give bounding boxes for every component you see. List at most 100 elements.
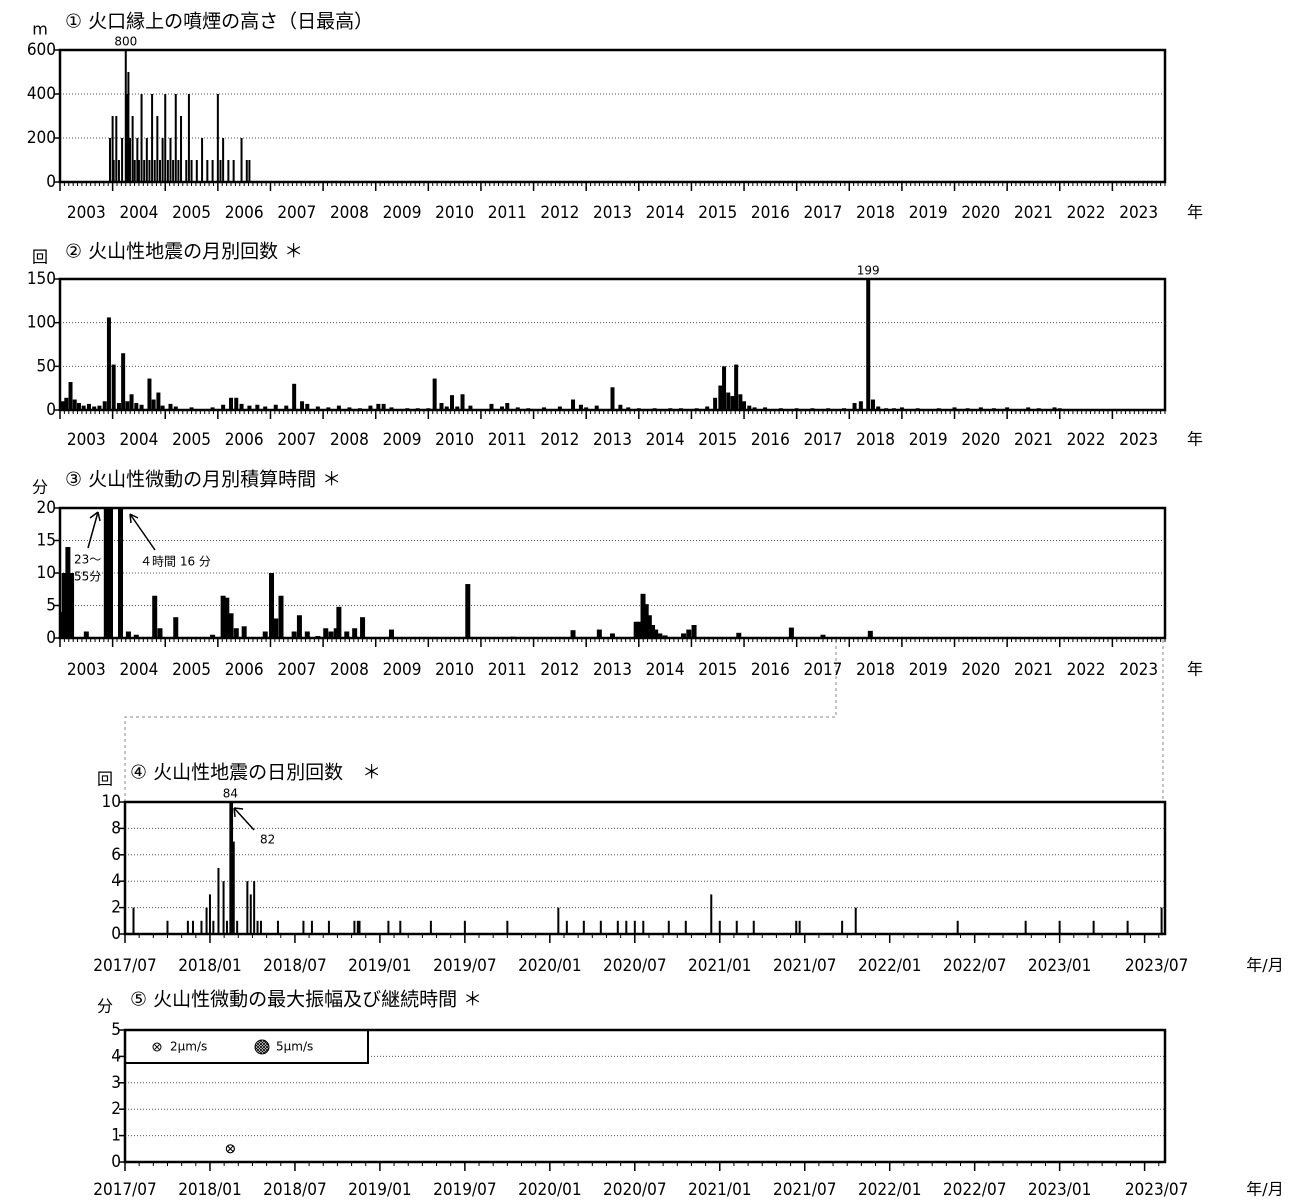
bar [718,385,723,410]
x-tick-label: 2017/07 [93,1180,157,1200]
y-tick-label: 10 [37,563,56,583]
plot-area [60,508,873,638]
bar [360,617,366,638]
x-tick-label: 2011 [488,430,527,450]
bar [227,160,230,182]
bar [124,50,127,182]
bar [798,920,801,934]
bar [455,406,460,410]
x-tick-label: 2020/07 [603,1180,667,1200]
bar [200,920,203,934]
x-tick-label: 2004 [119,660,158,680]
y-tick-label: 15 [37,531,56,551]
bar [429,920,432,934]
bar [239,403,244,410]
y-tick-label: 1 [111,1126,121,1146]
x-tick-label: 2010 [435,430,474,450]
y-axis-label: 回 [32,248,48,267]
bar [506,920,509,934]
bar [156,392,161,410]
bar [111,364,116,410]
bar [161,138,164,182]
bar [129,394,134,410]
bar [795,920,798,934]
x-tick-label: 2020/07 [603,956,667,976]
x-tick-label: 2013 [593,660,632,680]
bar [1058,920,1061,934]
bar [681,633,687,638]
x-tick-label: 2022/01 [858,1180,922,1200]
bar [221,404,226,410]
bar [172,160,175,182]
bar [867,630,873,638]
bar [60,401,65,410]
bar [225,920,228,934]
x-tick-label: 2014 [646,203,685,223]
chart-title: ⑤ 火山性微動の最大振幅及び継続時間 ＊ [130,989,482,1011]
bar [259,920,262,934]
bar [722,366,727,410]
bar [65,547,71,638]
bar [127,72,130,182]
bar [571,399,576,410]
bar [247,405,252,410]
bar [500,406,504,410]
bar [121,353,126,410]
x-tick-label: 2015 [698,660,737,680]
y-tick-label: 0 [111,1152,121,1172]
x-tick-label: 2005 [172,660,211,680]
x-tick-label: 2023 [1119,430,1158,450]
bar [201,138,204,182]
x-tick-label: 2021 [1014,430,1053,450]
bar [186,920,189,934]
bar [125,631,131,638]
bar [788,627,794,638]
bar [389,629,394,638]
bar [841,920,844,934]
bar [952,407,957,410]
bar [103,508,109,638]
bar [956,920,959,934]
bar [736,632,742,638]
bar [115,116,118,182]
x-tick-label: 2007 [277,660,316,680]
x-tick-label: 2007 [277,430,316,450]
plot-frame [123,1028,1167,1164]
bar [1052,407,1057,410]
x-tick-label: 2003 [67,203,106,223]
annotation: ４時間 16 分 [140,555,211,569]
bar [177,160,180,182]
bar [450,395,455,410]
x-tick-label: 2019/07 [433,1180,497,1200]
bar [352,628,358,638]
bar [236,920,239,934]
x-tick-label: 2019/07 [433,956,497,976]
bar [610,387,615,410]
bar [1160,907,1163,934]
bar [118,508,124,638]
bar [657,633,663,638]
value-label: 84 [223,787,238,801]
bar [738,394,743,410]
chart-title: ④ 火山性地震の日別回数 ＊ [130,762,381,784]
bar [626,407,631,410]
x-tick-label: 2018/07 [263,1180,327,1200]
x-tick-label: 2019 [909,203,948,223]
bar [463,920,466,934]
bar [156,116,159,182]
connector [124,640,837,802]
bar [333,628,339,638]
plot-frame [58,48,1167,184]
x-tick-label: 2017 [804,203,843,223]
bar [219,160,222,182]
annotation-arrow [87,511,101,549]
bar [76,403,81,410]
bar [152,595,158,638]
bar [133,160,136,182]
bar [278,595,284,638]
bar [465,584,471,638]
bar [245,160,248,182]
bar [858,401,863,410]
x-tick-label: 2021/07 [773,956,837,976]
